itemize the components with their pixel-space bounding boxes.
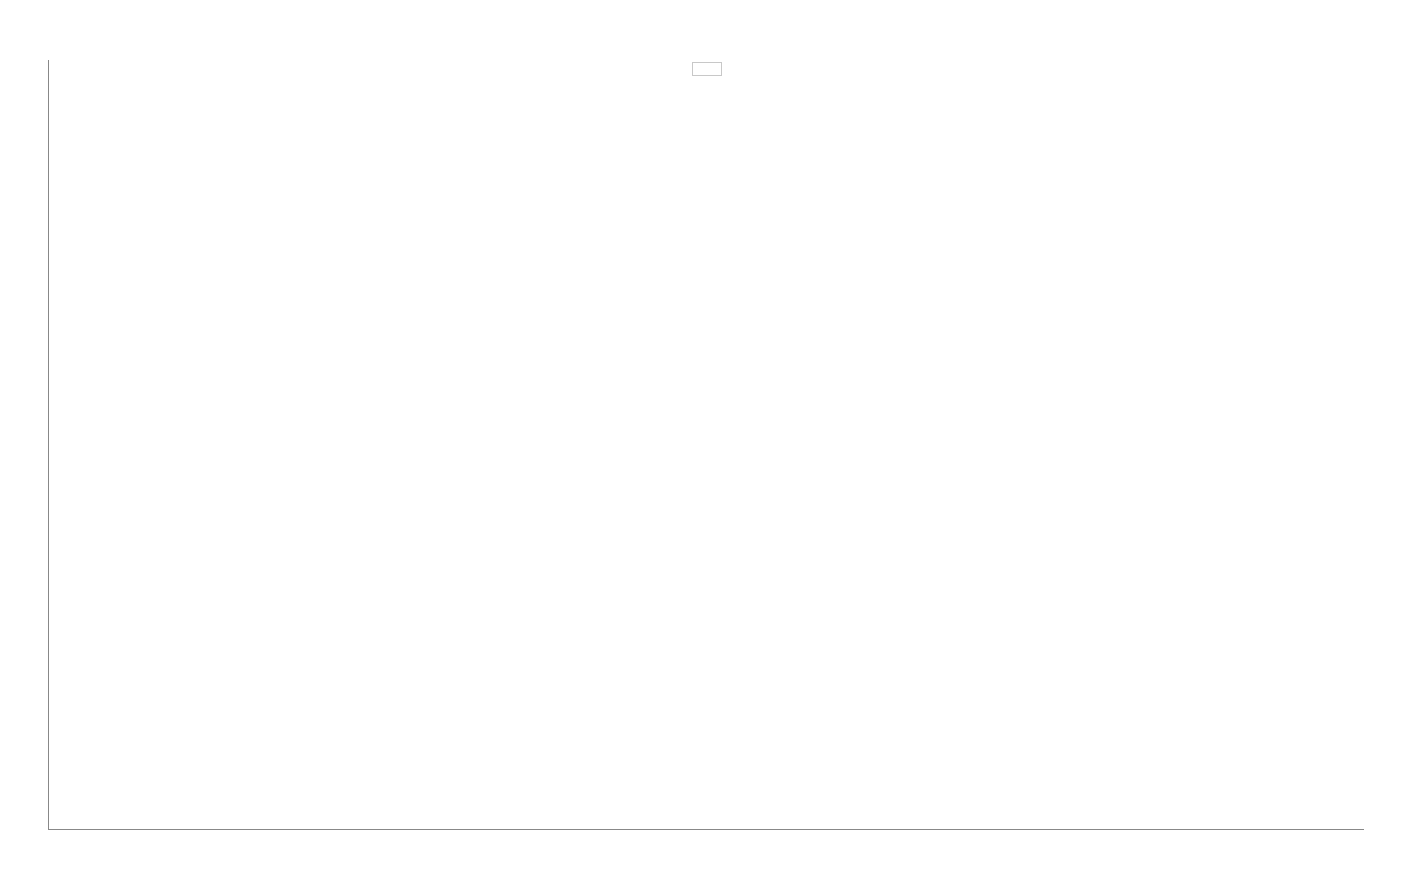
correlation-stats-box (692, 62, 722, 76)
scatter-plot-area (48, 60, 1364, 830)
